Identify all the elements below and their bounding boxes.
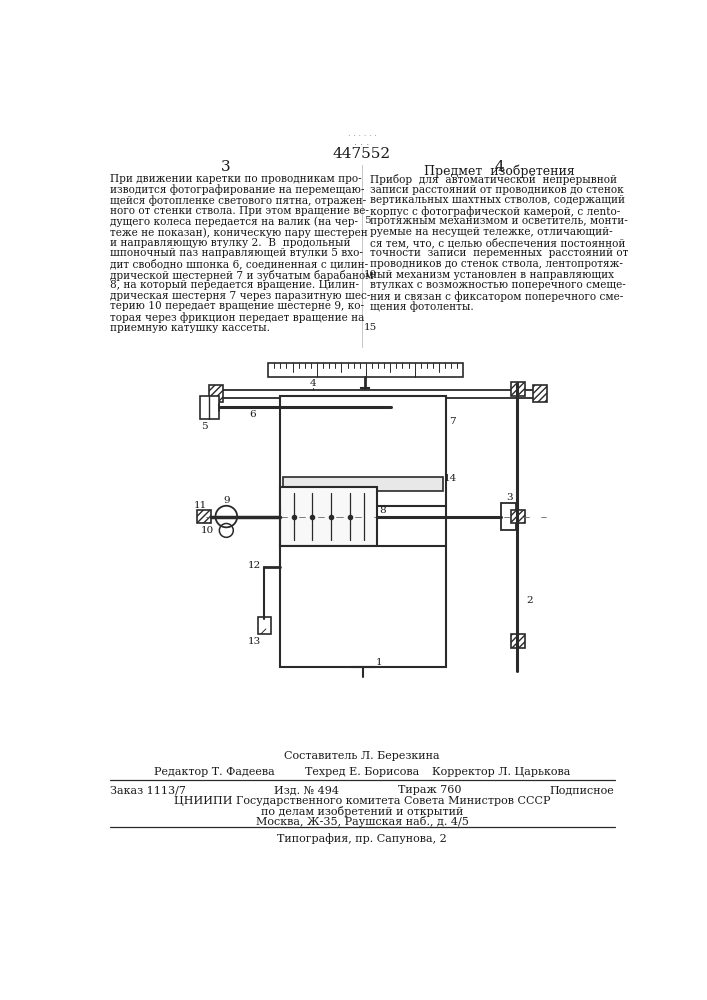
Text: 4: 4: [494, 160, 504, 174]
Text: 10: 10: [364, 270, 378, 279]
Text: 5: 5: [364, 216, 371, 225]
Bar: [510, 382, 525, 396]
Text: протяжным механизмом и осветитель, монти-: протяжным механизмом и осветитель, монти…: [370, 216, 627, 226]
Text: торая через фрикцион передает вращение на: торая через фрикцион передает вращение н…: [110, 312, 364, 323]
Text: Москва, Ж-35, Раушская наб., д. 4/5: Москва, Ж-35, Раушская наб., д. 4/5: [255, 816, 469, 827]
Text: 13: 13: [248, 637, 261, 646]
Text: и направляющую втулку 2.  В  продольный: и направляющую втулку 2. В продольный: [110, 238, 351, 248]
Bar: [280, 546, 446, 667]
Text: по делам изобретений и открытий: по делам изобретений и открытий: [261, 806, 463, 817]
Text: . . .: . . .: [354, 137, 370, 147]
Bar: [510, 634, 525, 648]
Text: Редактор Т. Фадеева: Редактор Т. Фадеева: [154, 767, 275, 777]
Text: 14: 14: [443, 474, 457, 483]
Text: дущего колеса передается на валик (на чер-: дущего колеса передается на валик (на че…: [110, 216, 358, 227]
Text: 12: 12: [248, 561, 261, 570]
Text: 15: 15: [364, 323, 378, 332]
Text: При движении каретки по проводникам про-: При движении каретки по проводникам про-: [110, 174, 362, 184]
Text: Составитель Л. Березкина: Составитель Л. Березкина: [284, 751, 440, 761]
Text: приемную катушку кассеты.: приемную катушку кассеты.: [110, 323, 270, 333]
Text: корпус с фотографической камерой, с лento-: корпус с фотографической камерой, с лent…: [370, 206, 620, 217]
Text: записи расстояний от проводников до стенок: записи расстояний от проводников до стен…: [370, 185, 624, 195]
Text: 447552: 447552: [333, 147, 391, 161]
Text: 10: 10: [201, 526, 214, 535]
Text: теже не показан), коническую пару шестерен: теже не показан), коническую пару шестер…: [110, 227, 368, 238]
Text: Прибор  для  автоматической  непрерывной: Прибор для автоматической непрерывной: [370, 174, 617, 185]
Text: щейся фотопленке светового пятна, отражен-: щейся фотопленке светового пятна, отраже…: [110, 195, 366, 206]
Text: Заказ 1113/7: Заказ 1113/7: [110, 785, 186, 795]
Bar: [197, 510, 211, 523]
Bar: [280, 396, 446, 506]
Text: 8, на который передается вращение. Цилин-: 8, на который передается вращение. Цилин…: [110, 280, 359, 290]
Bar: [280, 487, 377, 546]
Text: 1: 1: [375, 658, 382, 667]
Text: руемые на несущей тележке, отличающий-: руемые на несущей тележке, отличающий-: [370, 227, 612, 237]
Bar: [218, 389, 539, 398]
Text: дит свободно шпонка 6, соединенная с цилин-: дит свободно шпонка 6, соединенная с цил…: [110, 259, 368, 270]
Text: ся тем, что, с целью обеспечения постоянной: ся тем, что, с целью обеспечения постоян…: [370, 238, 625, 248]
Text: терию 10 передает вращение шестерне 9, ко-: терию 10 передает вращение шестерне 9, к…: [110, 301, 364, 311]
Bar: [268, 363, 464, 377]
Text: 7: 7: [450, 417, 456, 426]
Text: ного от стенки ствола. При этом вращение ве-: ного от стенки ствола. При этом вращение…: [110, 206, 369, 216]
Bar: [209, 385, 223, 402]
Text: Техред Е. Борисова: Техред Е. Борисова: [305, 767, 419, 777]
Text: втулках с возможностью поперечного смеще-: втулках с возможностью поперечного смеще…: [370, 280, 626, 290]
Text: Корректор Л. Царькова: Корректор Л. Царькова: [432, 767, 571, 777]
Text: 3: 3: [506, 493, 513, 502]
Text: 4: 4: [310, 379, 317, 388]
Text: 2: 2: [526, 596, 533, 605]
Text: ния и связан с фиксатором поперечного сме-: ния и связан с фиксатором поперечного см…: [370, 291, 623, 302]
Text: изводится фотографирование на перемещаю-: изводится фотографирование на перемещаю-: [110, 185, 364, 195]
Bar: [258, 617, 271, 634]
Bar: [510, 510, 525, 523]
Bar: [200, 396, 219, 419]
Text: 5: 5: [201, 422, 208, 431]
Text: Тираж 760: Тираж 760: [398, 785, 462, 795]
Bar: [283, 477, 443, 491]
Text: дрическая шестерня 7 через паразитную шес-: дрическая шестерня 7 через паразитную ше…: [110, 291, 370, 301]
Text: Изд. № 494: Изд. № 494: [274, 785, 339, 795]
Text: 8: 8: [379, 506, 385, 515]
Text: точности  записи  переменных  расстояний от: точности записи переменных расстояний от: [370, 248, 628, 258]
Text: ЦНИИПИ Государственного комитета Совета Министров СССР: ЦНИИПИ Государственного комитета Совета …: [174, 796, 550, 806]
Text: . . . . . .: . . . . . .: [348, 129, 376, 138]
Text: 9: 9: [223, 496, 230, 505]
Text: 6: 6: [250, 410, 256, 419]
Text: дрической шестерней 7 и зубчатым барабаном: дрической шестерней 7 и зубчатым барабан…: [110, 270, 373, 281]
Text: Подписное: Подписное: [550, 785, 614, 795]
Bar: [533, 385, 547, 402]
Text: 11: 11: [194, 501, 207, 510]
Text: проводников до стенок ствола, лентопротяж-: проводников до стенок ствола, лентопротя…: [370, 259, 623, 269]
Text: Предмет  изобретения: Предмет изобретения: [423, 165, 575, 178]
Text: Типография, пр. Сапунова, 2: Типография, пр. Сапунова, 2: [277, 833, 447, 844]
Text: щения фотоленты.: щения фотоленты.: [370, 301, 474, 312]
Text: шпоночный паз направляющей втулки 5 вхо-: шпоночный паз направляющей втулки 5 вхо-: [110, 248, 363, 258]
Bar: [501, 503, 516, 530]
Text: 3: 3: [221, 160, 230, 174]
Text: ный механизм установлен в направляющих: ный механизм установлен в направляющих: [370, 270, 614, 280]
Text: вертикальных шахтных стволов, содержащий: вертикальных шахтных стволов, содержащий: [370, 195, 625, 205]
